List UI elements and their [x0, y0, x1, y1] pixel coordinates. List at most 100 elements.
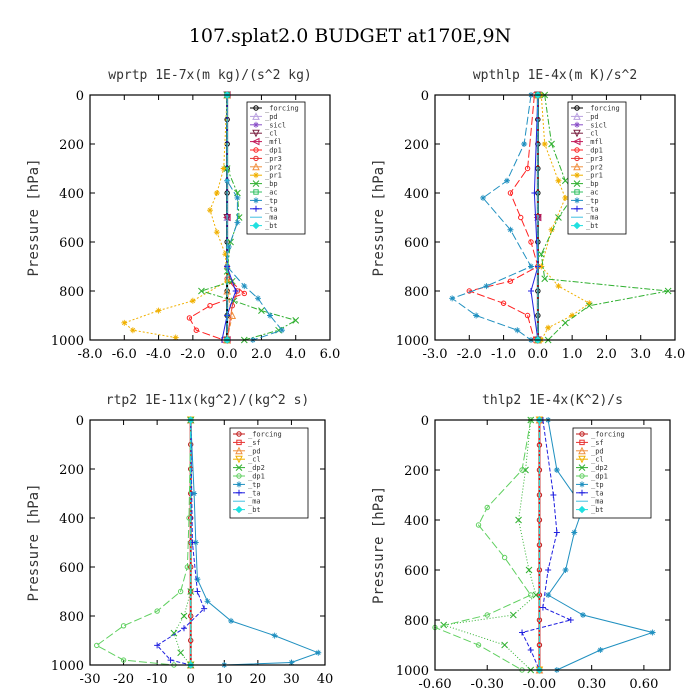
- data-point: [555, 283, 562, 290]
- data-point: [201, 605, 208, 612]
- legend-entry: _pd: [248, 447, 261, 455]
- y-tick-label: 800: [59, 285, 84, 300]
- legend-entry: _ma: [265, 214, 278, 222]
- data-point: [154, 642, 161, 649]
- y-tick-label: 400: [59, 512, 84, 527]
- legend-entry: _forcing: [591, 431, 625, 439]
- x-tick-label: 3.0: [630, 347, 651, 362]
- data-point: [292, 317, 300, 324]
- x-tick-label: -1.0: [491, 347, 516, 362]
- data-point: [170, 629, 178, 637]
- legend-marker: [253, 205, 259, 212]
- x-tick-label: -2.0: [180, 347, 205, 362]
- legend-entry: _sicl: [586, 121, 607, 129]
- legend-marker: [578, 505, 586, 514]
- data-point: [232, 288, 239, 294]
- data-point: [194, 588, 201, 595]
- legend-marker: [253, 189, 259, 195]
- data-point: [315, 649, 322, 656]
- y-tick-label: 0: [76, 414, 84, 429]
- legend-entry: _pr2: [586, 163, 603, 171]
- legend-entry: _forcing: [265, 105, 299, 113]
- x-tick-label: -8.0: [77, 347, 102, 362]
- data-point: [527, 647, 534, 653]
- legend-marker: [253, 105, 259, 111]
- legend-entry: _pd: [591, 447, 604, 455]
- x-tick-label: -20: [113, 672, 134, 687]
- legend-entry: _bp: [586, 180, 599, 188]
- plot-frame: [89, 94, 331, 341]
- data-point: [220, 165, 227, 172]
- legend-entry: _dp2: [591, 464, 608, 472]
- y-tick-label: 600: [404, 564, 429, 579]
- legend-entry: _dp1: [591, 473, 608, 481]
- x-tick-label: 6.0: [320, 347, 341, 362]
- y-tick-label: 0: [76, 89, 84, 104]
- series-bt: [535, 416, 544, 674]
- chart-panel-2: wpthlp 1E-4x(m K)/s^2 Pressure [hPa] 0 200 4…: [371, 68, 685, 362]
- legend-entry: _pr3: [265, 155, 282, 163]
- data-point: [241, 290, 247, 297]
- legend-marker: [253, 155, 259, 162]
- legend-entry: _bp: [265, 180, 278, 188]
- data-point: [555, 177, 562, 184]
- legend-marker: [574, 121, 580, 128]
- x-tick-label: 1.0: [562, 347, 583, 362]
- series-line: [547, 419, 655, 671]
- data-point: [545, 324, 552, 331]
- data-point: [483, 283, 490, 290]
- data-point: [507, 190, 514, 196]
- legend-entry: _bt: [248, 506, 261, 514]
- legend-entry: _forcing: [586, 105, 620, 113]
- legend-entry: _dp1: [265, 147, 282, 155]
- legend-marker: [252, 162, 260, 171]
- series-ta: [519, 417, 574, 673]
- legend-entry: _ma: [248, 498, 261, 506]
- data-point: [288, 659, 295, 666]
- legend-entry: _forcing: [248, 431, 282, 439]
- legend-entry: _pr1: [586, 172, 603, 180]
- y-axis-label: Pressure [hPa]: [26, 483, 42, 601]
- data-point: [271, 632, 278, 639]
- data-point: [501, 554, 508, 561]
- data-point: [507, 226, 514, 233]
- legend-entry: _pr3: [586, 155, 603, 163]
- y-tick-label: 600: [404, 236, 429, 251]
- x-tick-label: -0.00: [523, 677, 556, 692]
- legend-entry: _dp1: [248, 473, 265, 481]
- series-dp1: [466, 92, 541, 343]
- series-line: [226, 95, 283, 341]
- y-axis-label: Pressure [hPa]: [371, 486, 387, 604]
- legend-entry: _ac: [265, 189, 278, 197]
- legend-entry: _mfl: [586, 138, 603, 146]
- data-point: [120, 657, 127, 663]
- legend-marker: [253, 147, 259, 153]
- series-line: [156, 419, 205, 666]
- legend-entry: _sicl: [265, 121, 286, 129]
- y-tick-label: 1000: [396, 664, 429, 679]
- legend-entry: _pd: [586, 113, 599, 121]
- data-point: [539, 604, 546, 611]
- series-line: [540, 94, 669, 341]
- data-point: [258, 307, 265, 314]
- legend-marker: [579, 439, 585, 446]
- x-tick-label: 30: [283, 672, 300, 687]
- y-tick-label: 600: [59, 561, 84, 576]
- y-tick-label: 200: [59, 463, 84, 478]
- data-point: [186, 515, 192, 521]
- legend-entry: _sf: [248, 439, 261, 447]
- data-point: [664, 287, 672, 295]
- x-tick-label: -3.0: [422, 347, 447, 362]
- data-point: [531, 190, 538, 196]
- chart-title: rtp2 1E-11x(kg^2)/(kg^2 s): [106, 393, 310, 408]
- legend-entry: _pr2: [265, 163, 282, 171]
- data-point: [524, 165, 531, 172]
- x-tick-label: 2.0: [596, 347, 617, 362]
- data-point: [524, 312, 531, 319]
- data-point: [528, 263, 534, 270]
- y-axis-label: Pressure [hPa]: [26, 158, 42, 276]
- data-point: [561, 177, 569, 185]
- legend-entry: _bt: [265, 222, 278, 230]
- legend-marker: [573, 162, 581, 171]
